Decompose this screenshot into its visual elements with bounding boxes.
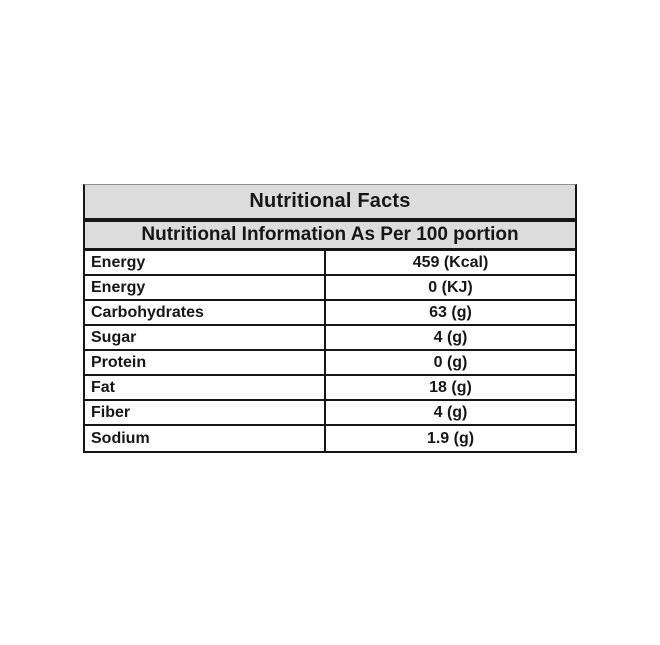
- table-row: Protein 0 (g): [85, 351, 575, 376]
- table-row: Fiber 4 (g): [85, 401, 575, 426]
- table-row: Energy 459 (Kcal): [85, 251, 575, 276]
- nutrient-value: 4 (g): [433, 404, 468, 421]
- nutrient-label: Energy: [85, 251, 326, 274]
- table-row: Carbohydrates 63 (g): [85, 301, 575, 326]
- nutrient-value: 1.9 (g): [426, 430, 475, 447]
- nutrient-label: Sugar: [85, 326, 326, 349]
- nutrient-value: 0 (KJ): [428, 279, 473, 296]
- table-row: Sodium 1.9 (g): [85, 426, 575, 451]
- table-row: Fat 18 (g): [85, 376, 575, 401]
- nutrient-value: 0 (g): [433, 354, 468, 371]
- nutrient-value: 63 (g): [429, 304, 472, 321]
- nutrient-label: Protein: [85, 351, 326, 374]
- nutrient-label: Fat: [85, 376, 326, 399]
- nutrient-value: 4 (g): [433, 329, 468, 346]
- nutrient-label: Carbohydrates: [85, 301, 326, 324]
- table-row: Sugar 4 (g): [85, 326, 575, 351]
- nutrient-label: Fiber: [85, 401, 326, 424]
- nutrient-label: Energy: [85, 276, 326, 299]
- table-subtitle: Nutritional Information As Per 100 porti…: [85, 222, 575, 251]
- table-title: Nutritional Facts: [85, 185, 575, 222]
- nutrition-facts-table: Nutritional Facts Nutritional Informatio…: [83, 184, 577, 453]
- nutrient-value: 18 (g): [429, 379, 472, 396]
- nutrient-value: 459 (Kcal): [412, 254, 489, 271]
- nutrient-label: Sodium: [85, 426, 326, 451]
- table-row: Energy 0 (KJ): [85, 276, 575, 301]
